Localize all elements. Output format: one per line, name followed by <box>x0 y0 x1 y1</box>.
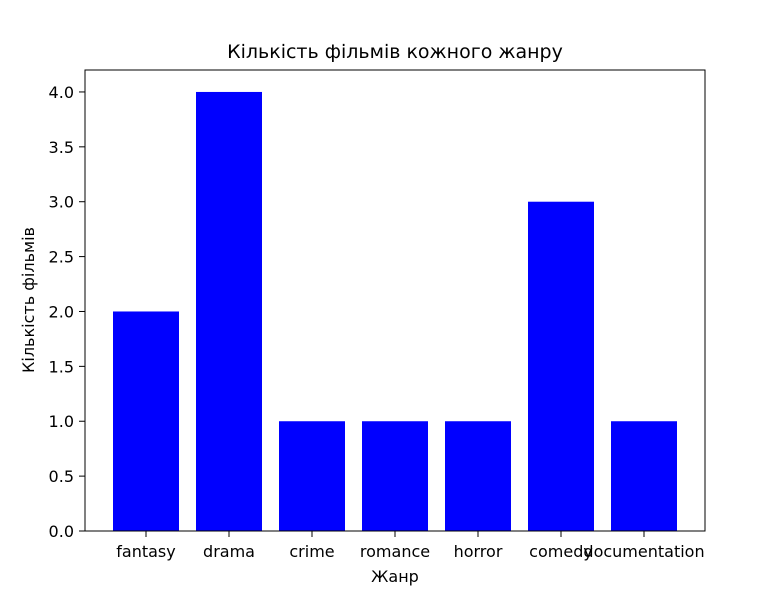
y-tick-label: 4.0 <box>49 83 74 102</box>
chart-title: Кількість фільмів кожного жанру <box>227 41 563 63</box>
y-tick-label: 3.5 <box>49 138 74 157</box>
y-tick-label: 0.0 <box>49 522 74 541</box>
x-tick-label-romance: romance <box>360 542 430 561</box>
bar-romance <box>362 421 428 531</box>
y-tick-label: 2.5 <box>49 248 74 267</box>
bars-group <box>113 91 677 531</box>
x-axis-label: Жанр <box>371 567 419 586</box>
x-axis-ticks: fantasy drama crime romance horror comedydocu… <box>116 531 705 561</box>
bar-crime <box>279 421 345 531</box>
y-tick-label: 0.5 <box>49 467 74 486</box>
x-tick-label-crime: crime <box>289 542 334 561</box>
y-tick-label: 2.0 <box>49 302 74 321</box>
y-axis-ticks: 0.0 0.5 1.0 1.5 2.0 2.5 3.0 3.5 4.0 <box>49 83 85 541</box>
bar-horror <box>445 421 511 531</box>
x-tick-label-drama: drama <box>203 542 255 561</box>
y-tick-label: 1.0 <box>49 412 74 431</box>
bar-documentation <box>611 421 677 531</box>
x-tick-label-fantasy: fantasy <box>116 542 175 561</box>
x-tick-label-documentation: documentation <box>583 542 704 561</box>
x-tick-label-horror: horror <box>454 542 503 561</box>
bar-drama <box>196 91 262 531</box>
y-tick-label: 3.0 <box>49 193 74 212</box>
y-axis-label: Кількість фільмів <box>19 227 38 373</box>
bar-fantasy <box>113 311 179 531</box>
y-tick-label: 1.5 <box>49 357 74 376</box>
x-tick-label-comedy: comedy <box>529 542 593 561</box>
bar-comedy <box>528 201 594 531</box>
